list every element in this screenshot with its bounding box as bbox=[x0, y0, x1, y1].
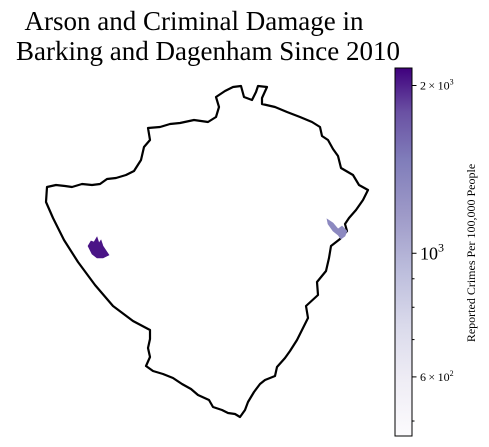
colorbar-tick-label-part: 6 × bbox=[420, 370, 438, 384]
map-title-line-2: Barking and Dagenham Since 2010 bbox=[16, 36, 400, 66]
colorbar-tick-label: 103 bbox=[420, 240, 444, 263]
colorbar-tick-label-part: 10 bbox=[420, 243, 438, 263]
colorbar-label: Reported Crimes Per 100,000 People bbox=[464, 164, 478, 342]
colorbar-tick-label-part: 10 bbox=[438, 370, 450, 384]
colorbar-tick-label-part: 3 bbox=[450, 78, 454, 87]
colorbar-tick-label: 6 × 102 bbox=[420, 369, 454, 384]
colorbar-gradient bbox=[394, 67, 413, 437]
colorbar-tick-label-part: 2 bbox=[450, 369, 454, 378]
colorbar-tick-label-part: 2 × bbox=[420, 79, 438, 93]
borough-outline bbox=[44, 84, 370, 419]
west-edge-shaded-area bbox=[87, 236, 110, 259]
colorbar-tick-label: 2 × 103 bbox=[420, 78, 454, 93]
colorbar-tick-label-part: 3 bbox=[438, 240, 444, 254]
map-title-line-1: Arson and Criminal Damage in bbox=[25, 6, 364, 36]
colorbar-tick-label-part: 10 bbox=[438, 79, 450, 93]
east-edge-shaded-area bbox=[326, 218, 348, 240]
